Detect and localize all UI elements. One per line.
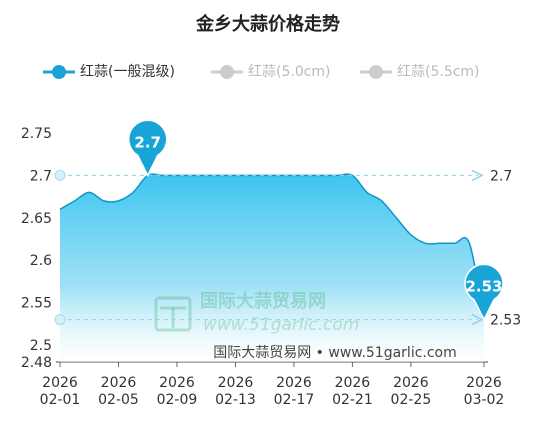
x-tick-label-year: 2026 — [159, 375, 195, 391]
x-tick-label-year: 2026 — [218, 375, 254, 391]
x-tick-label-date: 02-25 — [391, 392, 432, 408]
legend-label-series-1: 红蒜(一般混级) — [80, 64, 175, 80]
legend-marker-icon — [360, 65, 392, 79]
y-tick-label: 2.6 — [30, 253, 52, 269]
x-tick-label-date: 03-02 — [464, 392, 505, 408]
y-tick-label: 2.75 — [21, 126, 52, 142]
x-tick-label-date: 02-13 — [215, 392, 256, 408]
legend-marker-icon — [211, 65, 243, 79]
value-pin-marker: 2.53 — [464, 263, 504, 322]
pin-label: 2.7 — [134, 133, 161, 151]
chart-title: 金乡大蒜价格走势 — [196, 14, 340, 35]
x-tick-label-year: 2026 — [101, 375, 137, 391]
x-tick-label-year: 2026 — [276, 375, 312, 391]
reference-label: 2.7 — [490, 168, 512, 184]
pin-shape — [128, 119, 168, 178]
watermark-text: 国际大蒜贸易网 — [200, 290, 326, 312]
y-tick-label: 2.7 — [30, 168, 52, 184]
x-tick-label-year: 2026 — [335, 375, 371, 391]
pin-label: 2.53 — [465, 278, 502, 296]
y-tick-label: 2.55 — [21, 296, 52, 312]
series-line — [59, 173, 485, 320]
reference-arrow-icon — [471, 169, 484, 182]
x-tick-label-date: 02-05 — [98, 392, 139, 408]
y-tick-label: 2.5 — [30, 338, 52, 354]
legend-marker-icon — [43, 65, 75, 79]
reference-label: 2.53 — [490, 313, 521, 329]
y-tick-label: 2.65 — [21, 211, 52, 227]
watermark-logo-icon — [154, 296, 192, 332]
x-tick-label-year: 2026 — [42, 375, 78, 391]
x-tick-label-year: 2026 — [466, 375, 502, 391]
x-tick-label-date: 02-21 — [332, 392, 373, 408]
legend-label-series-3: 红蒜(5.5cm) — [397, 64, 480, 80]
x-tick-label-date: 02-09 — [157, 392, 198, 408]
watermark-url: www.51garlic.com — [203, 315, 359, 335]
x-tick-label-date: 02-17 — [274, 392, 315, 408]
source-text: 国际大蒜贸易网 • www.51garlic.com — [213, 345, 457, 361]
x-tick-label-year: 2026 — [393, 375, 429, 391]
legend-label-series-2: 红蒜(5.0cm) — [248, 64, 331, 80]
reference-arrow-icon — [471, 313, 484, 326]
series-area — [60, 174, 484, 362]
y-tick-label: 2.48 — [21, 355, 52, 371]
pin-shape — [464, 263, 504, 322]
x-tick-label-date: 02-01 — [40, 392, 81, 408]
value-pin-marker: 2.7 — [128, 119, 168, 178]
reference-start-dot — [54, 314, 66, 326]
reference-start-dot — [54, 169, 66, 181]
